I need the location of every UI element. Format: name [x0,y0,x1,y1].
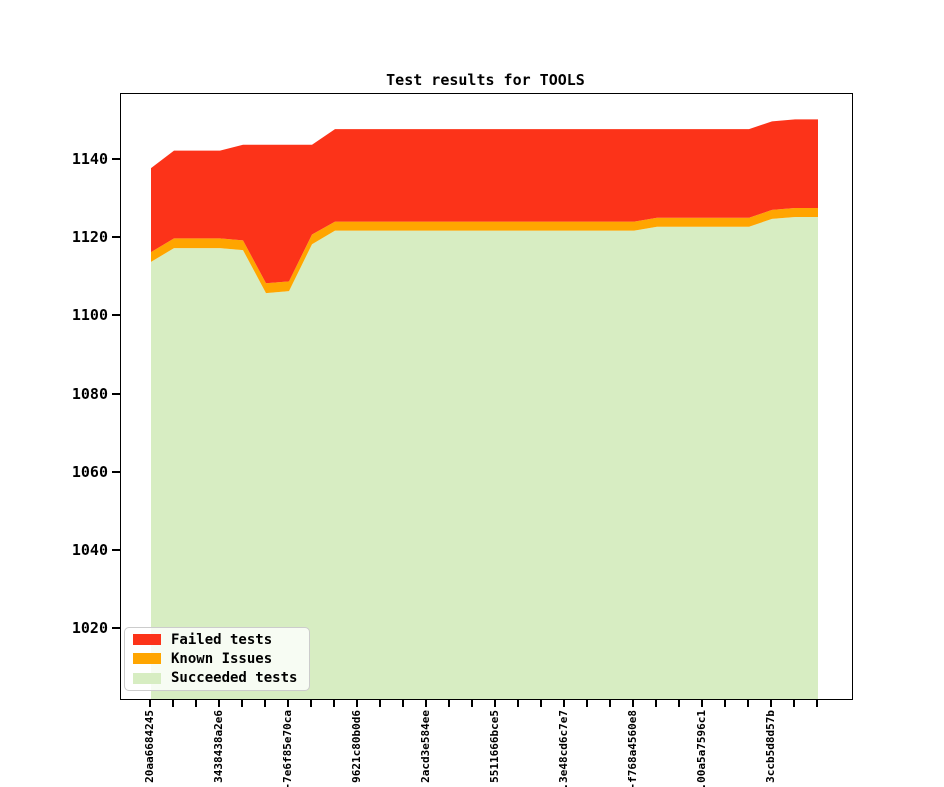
x-tick-mark [517,699,519,707]
x-tick-mark [816,699,818,707]
failed-tests-area [151,119,818,284]
y-tick-label: 1060 [71,462,108,481]
y-tick-label: 1080 [71,384,108,403]
y-tick-mark [112,158,121,161]
known-issues-area [151,207,818,294]
plot-area [120,93,853,700]
x-tick-mark [655,699,657,707]
y-tick-label: 1120 [71,228,108,247]
x-tick-mark [494,699,496,707]
legend: Failed tests Known Issues Succeeded tests [124,627,310,691]
y-tick-mark [112,548,121,551]
y-tick-label: 1020 [71,618,108,637]
x-tick-mark [678,699,680,707]
y-tick-mark [112,470,121,473]
x-tick-label: -7e6f85e70ca [281,710,294,787]
y-tick-mark [112,314,121,317]
legend-label: Succeeded tests [171,670,298,687]
succeeded-tests-area [151,216,818,699]
x-tick-mark [356,699,358,707]
x-tick-label: 5511666bce5 [488,710,501,783]
legend-item-failed-tests: Failed tests [133,630,301,649]
x-tick-mark [379,699,381,707]
x-tick-mark [195,699,197,707]
legend-label: Failed tests [171,631,273,648]
x-tick-label: 2acd3e584ee [419,710,432,783]
legend-swatch-failed-tests [133,634,161,646]
x-tick-mark [241,699,243,707]
x-tick-label: 9621c80b0d6 [350,710,363,783]
x-tick-mark [609,699,611,707]
x-tick-mark [287,699,289,707]
y-tick-label: 1040 [71,540,108,559]
x-tick-mark [264,699,266,707]
x-tick-label: .00a5a7596c1 [695,710,708,787]
x-tick-mark [149,699,151,707]
x-tick-mark [586,699,588,707]
chart-title: Test results for TOOLS [386,71,585,89]
x-tick-mark [770,699,772,707]
x-tick-mark [793,699,795,707]
y-tick-mark [112,392,121,395]
x-tick-label: 20aa6684245 [143,710,156,783]
x-tick-mark [310,699,312,707]
x-tick-mark [218,699,220,707]
x-tick-mark [471,699,473,707]
x-tick-label: 3ccb5d8d57b [764,710,777,783]
x-tick-mark [425,699,427,707]
x-tick-mark [724,699,726,707]
x-tick-mark [448,699,450,707]
x-tick-mark [701,699,703,707]
legend-swatch-known-issues [133,653,161,665]
legend-swatch-succeeded-tests [133,672,161,684]
x-tick-mark [563,699,565,707]
stacked-area-chart [151,119,818,699]
x-tick-mark [632,699,634,707]
y-tick-mark [112,236,121,239]
y-tick-label: 1100 [71,306,108,325]
x-tick-mark [540,699,542,707]
x-tick-mark [402,699,404,707]
x-tick-label: .3e48cd6c7e7 [557,710,570,787]
x-tick-mark [333,699,335,707]
legend-item-known-issues: Known Issues [133,649,301,668]
y-tick-label: 1140 [71,150,108,169]
x-tick-mark [747,699,749,707]
x-tick-label: 3438438a2e6 [212,710,225,783]
y-tick-mark [112,626,121,629]
legend-label: Known Issues [171,650,273,667]
legend-item-succeeded-tests: Succeeded tests [133,669,301,688]
x-tick-label: -f768a4560e8 [626,710,639,787]
x-tick-mark [172,699,174,707]
